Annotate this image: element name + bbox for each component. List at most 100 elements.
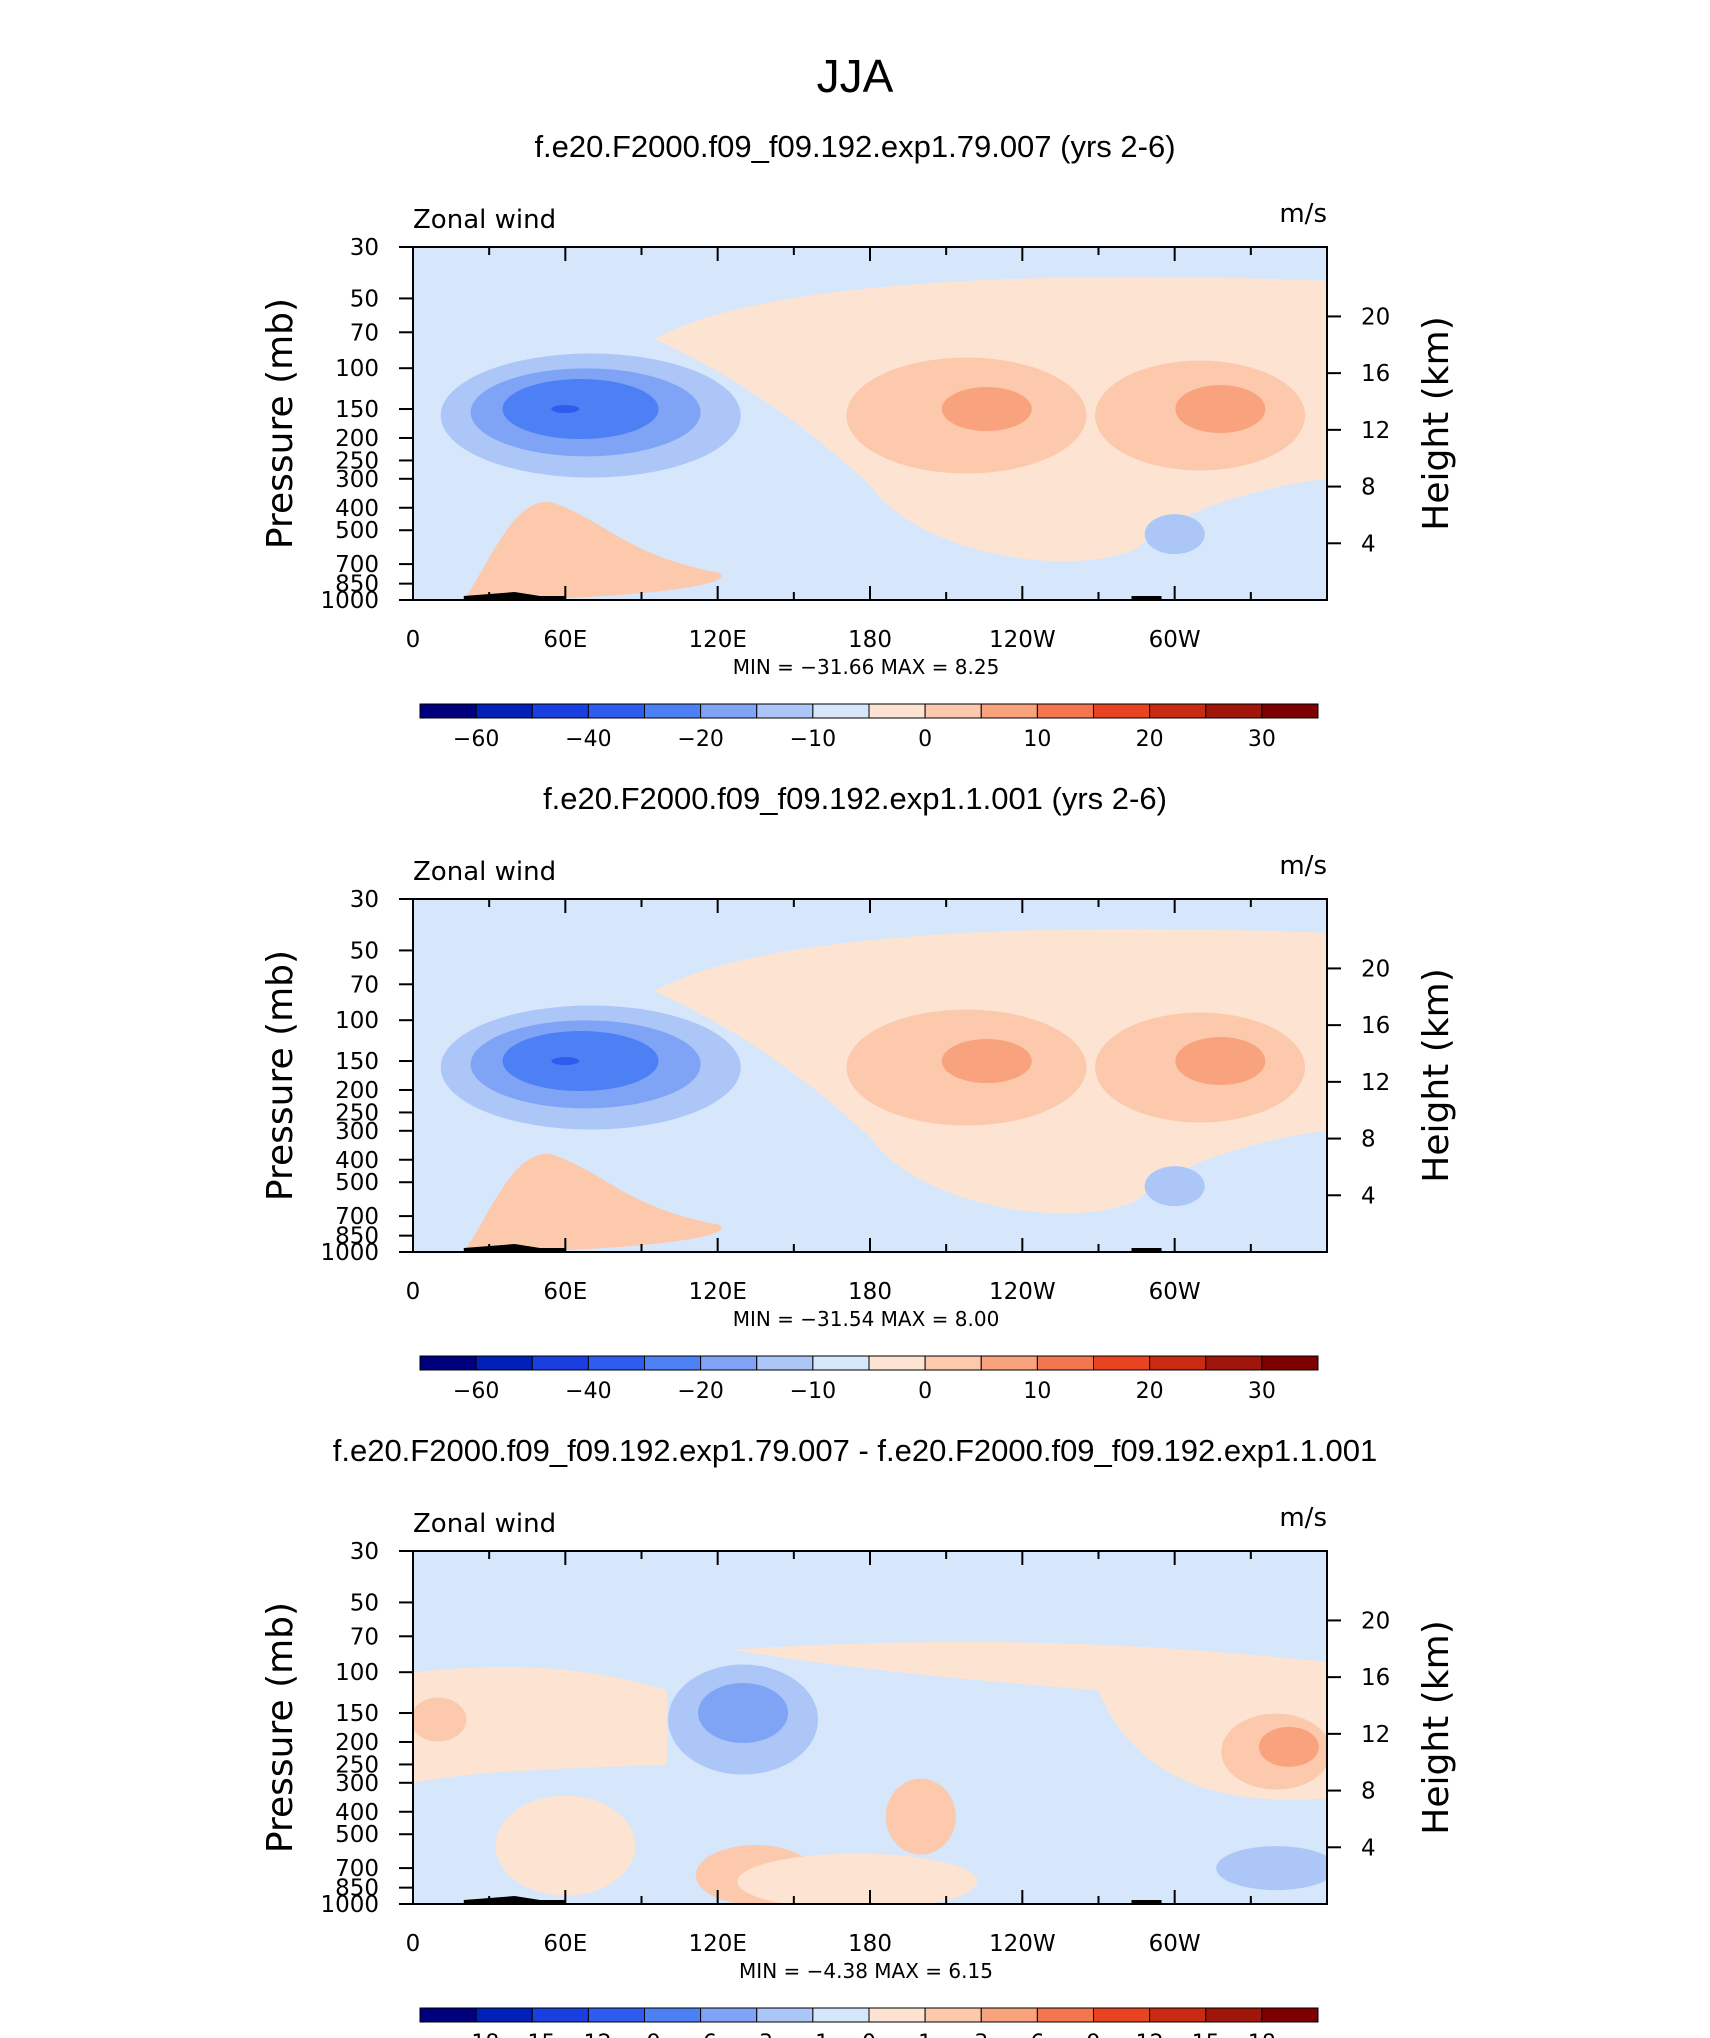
colorbar-swatch: [531, 703, 589, 719]
colorbar-swatch: [868, 703, 926, 719]
colorbar-swatch: [1261, 2007, 1319, 2023]
y-tick-right-label: 16: [1361, 1013, 1390, 1039]
colorbar-swatch: [1205, 703, 1263, 719]
colorbar-swatch: [756, 1355, 814, 1371]
min-anomaly: [698, 1683, 789, 1744]
x-tick-label: 120W: [989, 1931, 1056, 1957]
variable-label: Zonal wind: [413, 1509, 556, 1539]
colorbar: −60 −40 −20 −10 0 10 20 30: [419, 1355, 1319, 1404]
x-tick-label: 120E: [688, 1279, 746, 1305]
topography: [1131, 596, 1162, 600]
easterly-core: [551, 405, 580, 414]
colorbar-swatch: [1093, 1355, 1151, 1371]
colorbar-swatch: [587, 1355, 645, 1371]
colorbar-label: −12: [565, 2031, 611, 2038]
y-tick-label: 850: [335, 1876, 379, 1902]
variable-label: Zonal wind: [413, 205, 556, 235]
colorbar-label: −10: [790, 727, 836, 752]
y-tick-label: 200: [335, 1078, 379, 1104]
y-tick-right-label: 20: [1361, 304, 1390, 330]
positive-anomaly: [885, 1778, 956, 1855]
y-tick-label: 700: [335, 552, 379, 578]
colorbar-label: −20: [677, 727, 723, 752]
max-anomaly: [1258, 1726, 1319, 1767]
colorbar-swatch: [1149, 703, 1207, 719]
colorbar-swatch: [1036, 703, 1094, 719]
colorbar-label: −15: [509, 2031, 555, 2038]
x-tick-label: 0: [406, 1931, 421, 1957]
y-tick-right-label: 20: [1361, 1608, 1390, 1634]
y-tick-right-label: 16: [1361, 1665, 1390, 1691]
colorbar-swatch: [475, 1355, 533, 1371]
positive-region: [737, 1853, 978, 1904]
y-tick-right-label: 20: [1361, 956, 1390, 982]
easterly-contour-30: [502, 379, 659, 440]
colorbar-swatch: [756, 2007, 814, 2023]
panel-title: f.e20.F2000.f09_f09.192.exp1.79.007 (yrs…: [534, 129, 1175, 164]
x-tick-label: 120W: [989, 1279, 1056, 1305]
colorbar: −60 −40 −20 −10 0 10 20 30: [419, 703, 1319, 752]
colorbar-swatch: [1036, 2007, 1094, 2023]
panel-title: f.e20.F2000.f09_f09.192.exp1.79.007 - f.…: [333, 1433, 1378, 1468]
colorbar-swatch: [475, 2007, 533, 2023]
colorbar-label: −3: [741, 2031, 773, 2038]
y-tick-right-label: 8: [1361, 1127, 1376, 1153]
x-tick-label: 0: [406, 1279, 421, 1305]
y-tick-right-label: 4: [1361, 1835, 1376, 1861]
y-tick-label: 1000: [320, 588, 379, 614]
colorbar-label: −40: [565, 727, 611, 752]
figure-title: JJA: [817, 50, 894, 102]
colorbar-swatch: [644, 2007, 702, 2023]
x-tick-label: 180: [848, 1279, 892, 1305]
easterly-contour-30: [502, 1031, 659, 1092]
colorbar-swatch: [1093, 2007, 1151, 2023]
colorbar-swatch: [419, 1355, 477, 1371]
y-tick-label: 150: [335, 1701, 379, 1727]
y-axis-title: Pressure (mb): [260, 950, 301, 1201]
panel-1: f.e20.F2000.f09_f09.192.exp1.79.007 (yrs…: [260, 129, 1457, 752]
y-axis-title: Pressure (mb): [260, 298, 301, 549]
colorbar-swatch: [700, 2007, 758, 2023]
colorbar-swatch: [587, 2007, 645, 2023]
jet-core: [1175, 385, 1266, 434]
y-tick-right-label: 8: [1361, 475, 1376, 501]
x-tick-label: 60E: [543, 627, 587, 653]
colorbar-label: 30: [1248, 1379, 1276, 1404]
y-tick-label: 100: [335, 1008, 379, 1034]
y-tick-label: 50: [350, 1590, 379, 1616]
x-tick-label: 60E: [543, 1279, 587, 1305]
colorbar-label: −1: [797, 2031, 829, 2038]
positive-region: [730, 1641, 1327, 1800]
colorbar-label: −60: [453, 727, 499, 752]
y-tick-label: 70: [350, 972, 379, 998]
colorbar: −18 −15 −12 −9 −6 −3 −1 0 1 3 6 9 12 15 18: [419, 2007, 1319, 2038]
y-tick-label: 700: [335, 1856, 379, 1882]
y-tick-label: 30: [350, 235, 379, 261]
y-tick-label: 150: [335, 1049, 379, 1075]
y-tick-right-label: 12: [1361, 1070, 1390, 1096]
colorbar-label: −10: [790, 1379, 836, 1404]
y-tick-label: 500: [335, 1822, 379, 1848]
y-tick-label: 200: [335, 1730, 379, 1756]
colorbar-swatch: [756, 703, 814, 719]
x-tick-label: 0: [406, 627, 421, 653]
colorbar-swatch: [475, 703, 533, 719]
colorbar-label: 10: [1023, 1379, 1051, 1404]
colorbar-swatch: [644, 1355, 702, 1371]
colorbar-label: −6: [684, 2031, 716, 2038]
positive-region: [413, 1667, 667, 1783]
monsoon-westerlies: [463, 1153, 722, 1252]
y-tick-label: 250: [335, 1752, 379, 1778]
colorbar-swatch: [1036, 1355, 1094, 1371]
colorbar-label: 20: [1136, 1379, 1164, 1404]
colorbar-label: 0: [862, 2031, 876, 2038]
y-tick-label: 1000: [320, 1892, 379, 1918]
units-label: m/s: [1279, 851, 1327, 881]
colorbar-swatch: [812, 703, 870, 719]
contour-field: [413, 1551, 1327, 1904]
y-tick-label: 50: [350, 938, 379, 964]
min-max-stats: MIN = −4.38 MAX = 6.15: [739, 1959, 993, 1983]
y-tick-label: 250: [335, 448, 379, 474]
colorbar-swatch: [924, 703, 982, 719]
x-tick-label: 180: [848, 1931, 892, 1957]
